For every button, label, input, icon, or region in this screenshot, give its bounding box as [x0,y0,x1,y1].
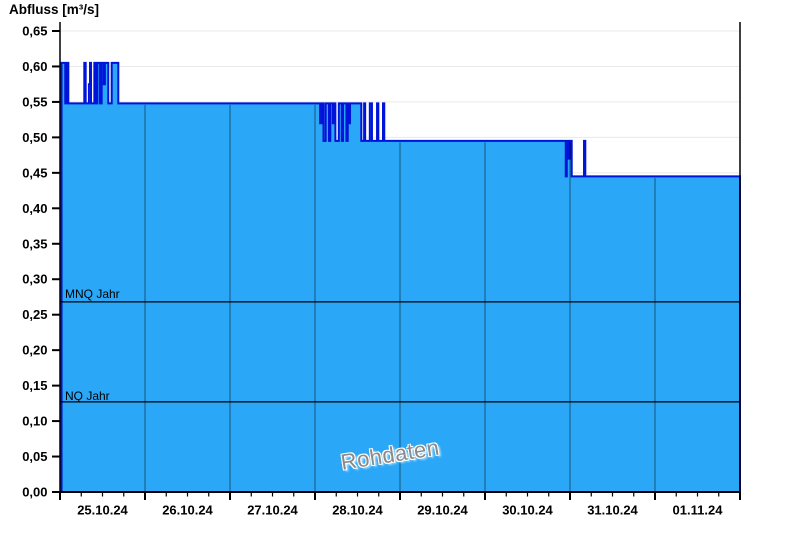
x-tick-label: 30.10.24 [502,503,553,518]
day-gridlines [144,104,656,492]
y-tick-label: 0,60 [22,59,47,74]
y-tick-label: 0,00 [22,485,47,500]
chart-title: Abfluss [m³/s] [9,2,100,17]
y-axis-ticks: 0,00 0,05 0,10 0,15 0,20 0,25 0,30 0,35 0,40 0,45… [22,24,60,500]
y-tick-label: 0,25 [22,307,47,322]
x-tick-label: 31.10.24 [587,503,638,518]
y-tick-label: 0,40 [22,201,47,216]
x-tick-label: 25.10.24 [77,503,128,518]
y-tick-label: 0,30 [22,272,47,287]
x-tick-label: 27.10.24 [247,503,298,518]
x-tick-label: 01.11.24 [673,503,724,518]
y-tick-label: 0,10 [22,414,47,429]
y-tick-label: 0,65 [22,24,47,39]
y-tick-label: 0,50 [22,130,47,145]
x-axis-labels: 25.10.24 26.10.24 27.10.24 28.10.24 29.10.24… [77,503,723,518]
series-area-rohdaten [60,61,741,493]
y-tick-label: 0,20 [22,343,47,358]
reference-lines [60,301,740,403]
x-tick-label: 26.10.24 [162,503,213,518]
y-tick-label: 0,15 [22,378,47,393]
x-axis-ticks [59,492,741,500]
nq-jahr-label: NQ Jahr [65,389,110,403]
x-tick-label: 29.10.24 [417,503,468,518]
mnq-jahr-label: MNQ Jahr [65,287,120,301]
series [60,61,741,493]
y-tick-label: 0,35 [22,236,47,251]
y-tick-label: 0,45 [22,165,47,180]
x-tick-label: 28.10.24 [332,503,383,518]
y-tick-label: 0,05 [22,449,47,464]
y-tick-label: 0,55 [22,94,47,109]
